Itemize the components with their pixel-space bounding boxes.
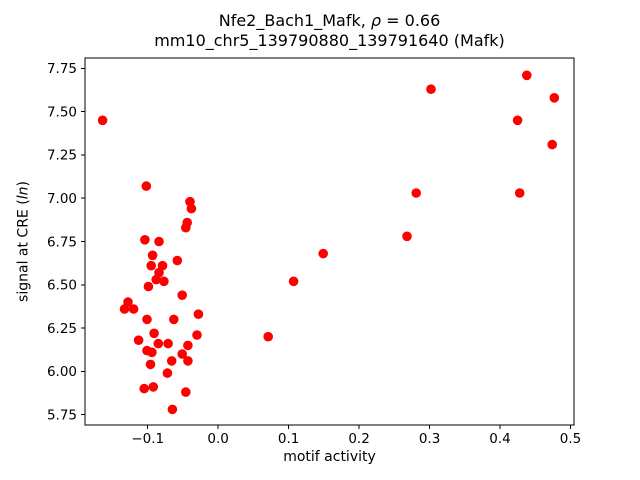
scatter-point: [183, 356, 193, 366]
scatter-point: [146, 260, 156, 271]
scatter-point: [192, 330, 202, 340]
y-tick-label: 7.00: [47, 191, 77, 207]
x-tick-label: 0.5: [560, 431, 581, 447]
x-tick-label: 0.4: [489, 431, 510, 447]
chart-title-line2: mm10_chr5_139790880_139791640 (Mafk): [154, 31, 505, 50]
scatter-point: [318, 248, 329, 259]
y-tick-label: 7.25: [47, 148, 77, 164]
y-tick-label: 5.75: [47, 407, 77, 423]
rho-symbol: ρ: [370, 11, 382, 30]
scatter-point: [141, 181, 152, 191]
scatter-point: [426, 84, 436, 94]
chart-title-line1: Nfe2_Bach1_Mafk, ρ = 0.66: [85, 11, 574, 31]
scatter-point: [411, 188, 422, 198]
scatter-point: [166, 356, 177, 366]
scatter-point: [186, 203, 197, 214]
scatter-point: [402, 231, 412, 242]
scatter-point: [288, 276, 299, 287]
scatter-point: [159, 276, 169, 287]
scatter-point: [514, 188, 525, 198]
scatter-point: [139, 383, 149, 394]
scatter-point: [153, 338, 164, 349]
scatter-point: [97, 115, 108, 126]
scatter-point: [183, 340, 193, 351]
y-axis-label-suffix: ): [15, 181, 32, 187]
y-axis-label-prefix: signal at CRE (: [15, 199, 32, 302]
scatter-point: [181, 222, 191, 233]
x-tick-label: 0.3: [419, 431, 440, 447]
y-tick-label: 7.50: [47, 104, 77, 120]
scatter-point: [140, 235, 150, 245]
scatter-point: [128, 304, 139, 314]
y-tick-label: 6.75: [47, 234, 77, 250]
scatter-point: [169, 314, 179, 325]
scatter-point: [147, 347, 157, 358]
scatter-point: [162, 368, 173, 378]
y-axis-label-ln: ln: [15, 186, 32, 200]
title-text-prefix: Nfe2_Bach1_Mafk,: [218, 11, 371, 30]
x-tick-label: 0.1: [278, 431, 299, 447]
scatter-point: [119, 304, 130, 314]
scatter-point: [133, 335, 144, 346]
scatter-point: [143, 281, 154, 292]
y-axis-label: signal at CRE (ln): [16, 82, 33, 402]
x-tick-label: −0.1: [131, 431, 164, 447]
scatter-point: [147, 250, 158, 261]
scatter-point: [547, 139, 557, 150]
scatter-point: [263, 331, 274, 342]
y-tick-label: 7.75: [47, 61, 77, 77]
scatter-point: [177, 349, 187, 359]
scatter-point: [145, 359, 156, 370]
title-correlation-value: = 0.66: [381, 11, 441, 30]
scatter-point: [167, 404, 178, 415]
y-tick-label: 6.00: [47, 364, 77, 380]
scatter-point: [163, 338, 173, 349]
scatter-point: [549, 93, 560, 103]
scatter-point: [172, 255, 183, 266]
scatter-point: [177, 290, 187, 301]
y-tick-label: 6.50: [47, 278, 77, 294]
y-tick-label: 6.25: [47, 321, 77, 337]
scatter-point: [151, 274, 161, 285]
scatter-point: [149, 328, 159, 339]
x-axis-label: motif activity: [283, 449, 376, 465]
scatter-point: [154, 236, 164, 247]
scatter-point: [181, 387, 191, 397]
scatter-point: [193, 309, 204, 320]
scatter-point: [142, 314, 152, 325]
x-tick-label: 0.0: [207, 431, 228, 447]
x-tick-label: 0.2: [348, 431, 369, 447]
scatter-point: [148, 382, 159, 392]
scatter-point: [522, 70, 532, 81]
scatter-point: [512, 115, 523, 126]
